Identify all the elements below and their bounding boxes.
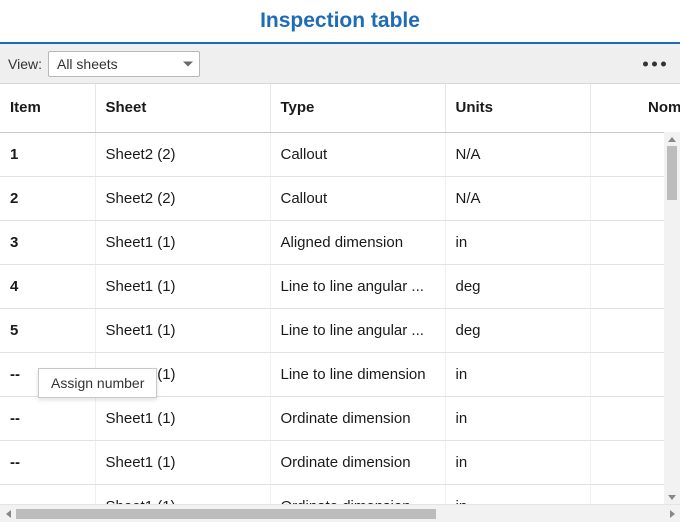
cell-type[interactable]: Line to line angular ... <box>270 264 445 308</box>
cell-type[interactable]: Aligned dimension <box>270 220 445 264</box>
cell-type[interactable]: Ordinate dimension <box>270 484 445 504</box>
table-row[interactable]: --Sheet1 (1)Ordinate dimensionin.74 <box>0 484 680 504</box>
table-row[interactable]: 1Sheet2 (2)CalloutN/A1. <box>0 132 680 176</box>
table-row[interactable]: 4Sheet1 (1)Line to line angular ...deg32… <box>0 264 680 308</box>
horizontal-scroll-thumb[interactable] <box>16 509 436 519</box>
cell-type[interactable]: Line to line dimension <box>270 352 445 396</box>
table-row[interactable]: 3Sheet1 (1)Aligned dimensionin.89 <box>0 220 680 264</box>
cell-type[interactable]: Ordinate dimension <box>270 440 445 484</box>
cell-sheet[interactable]: Sheet1 (1) <box>95 264 270 308</box>
cell-units[interactable]: in <box>445 352 590 396</box>
cell-item[interactable]: 2 <box>0 176 95 220</box>
col-header-sheet[interactable]: Sheet <box>95 84 270 132</box>
view-dropdown[interactable]: All sheets <box>48 51 200 77</box>
more-options-icon[interactable] <box>643 61 666 66</box>
col-header-nominal[interactable]: Nomi <box>590 84 680 132</box>
col-header-item[interactable]: Item <box>0 84 95 132</box>
title-bar: Inspection table <box>0 0 680 44</box>
cell-sheet[interactable]: Sheet2 (2) <box>95 176 270 220</box>
cell-sheet[interactable]: Sheet1 (1) <box>95 220 270 264</box>
cell-sheet[interactable]: Sheet1 (1) <box>95 440 270 484</box>
cell-sheet[interactable]: Sheet1 (1) <box>95 308 270 352</box>
cell-item[interactable]: -- <box>0 484 95 504</box>
cell-units[interactable]: deg <box>445 264 590 308</box>
vertical-scrollbar[interactable] <box>664 132 680 504</box>
horizontal-scrollbar[interactable] <box>0 504 680 522</box>
cell-sheet[interactable]: Sheet1 (1) <box>95 396 270 440</box>
col-header-type[interactable]: Type <box>270 84 445 132</box>
cell-units[interactable]: in <box>445 440 590 484</box>
panel-title: Inspection table <box>260 9 420 33</box>
cell-type[interactable]: Callout <box>270 176 445 220</box>
vertical-scroll-thumb[interactable] <box>667 146 677 200</box>
inspection-table: Item Sheet Type Units Nomi 1Sheet2 (2)Ca… <box>0 84 680 504</box>
assign-number-tooltip: Assign number <box>38 368 157 398</box>
scroll-down-icon[interactable] <box>664 490 680 504</box>
cell-item[interactable]: 4 <box>0 264 95 308</box>
scroll-right-icon[interactable] <box>664 505 680 522</box>
cell-units[interactable]: N/A <box>445 132 590 176</box>
cell-units[interactable]: in <box>445 396 590 440</box>
cell-item[interactable]: -- <box>0 440 95 484</box>
view-label: View: <box>8 56 42 72</box>
cell-units[interactable]: deg <box>445 308 590 352</box>
table-row[interactable]: --Sheet1 (1)Ordinate dimensionin.00 <box>0 396 680 440</box>
cell-type[interactable]: Callout <box>270 132 445 176</box>
col-header-units[interactable]: Units <box>445 84 590 132</box>
cell-type[interactable]: Line to line angular ... <box>270 308 445 352</box>
cell-type[interactable]: Ordinate dimension <box>270 396 445 440</box>
cell-sheet[interactable]: Sheet1 (1) <box>95 484 270 504</box>
cell-units[interactable]: N/A <box>445 176 590 220</box>
table-row[interactable]: 2Sheet2 (2)CalloutN/A2. <box>0 176 680 220</box>
table-header-row: Item Sheet Type Units Nomi <box>0 84 680 132</box>
scroll-left-icon[interactable] <box>0 505 16 522</box>
table-container: Item Sheet Type Units Nomi 1Sheet2 (2)Ca… <box>0 84 680 504</box>
cell-units[interactable]: in <box>445 220 590 264</box>
chevron-down-icon <box>183 61 193 66</box>
cell-item[interactable]: 3 <box>0 220 95 264</box>
scroll-up-icon[interactable] <box>664 132 680 146</box>
cell-sheet[interactable]: Sheet2 (2) <box>95 132 270 176</box>
toolbar: View: All sheets <box>0 44 680 84</box>
cell-item[interactable]: 1 <box>0 132 95 176</box>
cell-item[interactable]: -- <box>0 396 95 440</box>
table-row[interactable]: --Sheet1 (1)Ordinate dimensionin.23 <box>0 440 680 484</box>
cell-item[interactable]: 5 <box>0 308 95 352</box>
cell-units[interactable]: in <box>445 484 590 504</box>
table-row[interactable]: 5Sheet1 (1)Line to line angular ...deg75… <box>0 308 680 352</box>
view-dropdown-value: All sheets <box>57 56 118 72</box>
